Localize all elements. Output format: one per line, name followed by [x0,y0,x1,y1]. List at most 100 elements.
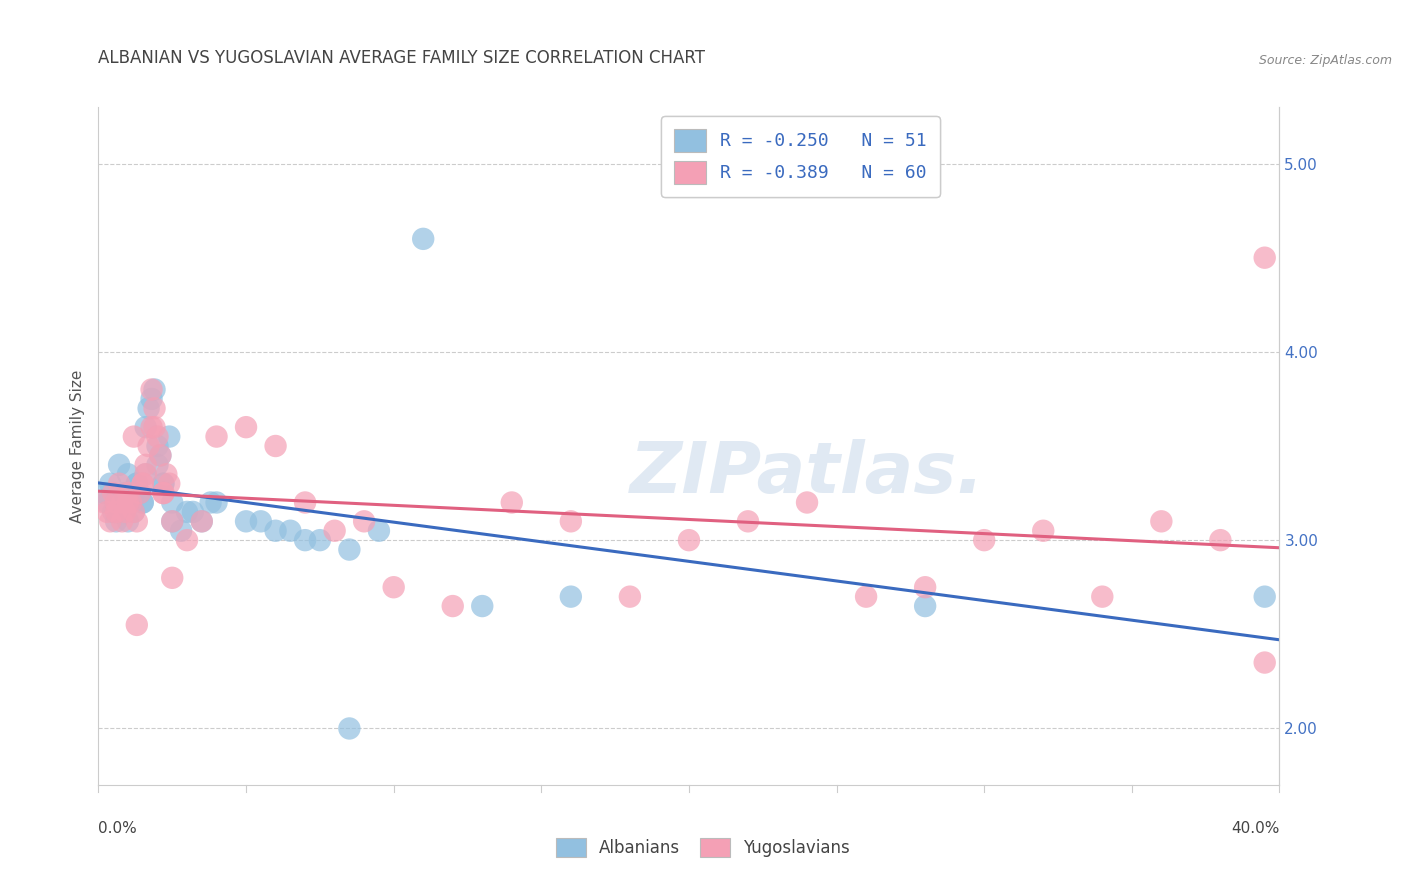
Point [120,495,142,509]
Point [135,420,157,434]
Point [191,514,214,528]
Legend: Albanians, Yugoslavians: Albanians, Yugoslavians [547,830,859,866]
Text: Source: ZipAtlas.com: Source: ZipAtlas.com [1258,54,1392,67]
Point [162,514,184,528]
Point [128,486,150,500]
Text: ZIPatlas.: ZIPatlas. [630,439,984,508]
Point [143,401,166,416]
Point [235,420,257,434]
Point [114,505,136,519]
Point [138,401,160,416]
Point [1254,251,1277,265]
Point [146,429,169,443]
Point [108,458,131,472]
Point [122,505,145,519]
Point [117,486,139,500]
Point [560,514,582,528]
Text: 40.0%: 40.0% [1232,821,1279,836]
Point [117,467,139,482]
Point [162,571,184,585]
Point [235,514,257,528]
Point [135,467,157,482]
Point [114,486,136,500]
Legend: R = -0.250   N = 51, R = -0.389   N = 60: R = -0.250 N = 51, R = -0.389 N = 60 [661,116,939,197]
Point [117,495,139,509]
Point [914,599,936,613]
Point [353,514,375,528]
Point [138,439,160,453]
Point [103,486,125,500]
Point [96,505,118,519]
Point [162,495,184,509]
Point [125,476,148,491]
Point [141,392,163,406]
Point [368,524,391,538]
Point [157,476,180,491]
Point [128,486,150,500]
Point [441,599,464,613]
Point [117,514,139,528]
Point [103,505,125,519]
Point [205,429,228,443]
Point [111,514,134,528]
Point [152,486,174,500]
Point [122,505,145,519]
Point [162,514,184,528]
Point [152,486,174,500]
Point [412,232,434,246]
Point [1150,514,1173,528]
Point [855,590,877,604]
Point [143,383,166,397]
Point [122,429,145,443]
Point [973,533,995,548]
Text: ALBANIAN VS YUGOSLAVIAN AVERAGE FAMILY SIZE CORRELATION CHART: ALBANIAN VS YUGOSLAVIAN AVERAGE FAMILY S… [98,49,706,67]
Point [170,524,193,538]
Point [105,505,128,519]
Point [135,458,157,472]
Point [382,580,405,594]
Point [914,580,936,594]
Point [152,476,174,491]
Point [149,449,172,463]
Point [98,514,121,528]
Point [105,514,128,528]
Point [1254,590,1277,604]
Point [146,458,169,472]
Point [264,524,287,538]
Point [176,533,198,548]
Point [132,495,155,509]
Point [141,383,163,397]
Point [111,495,134,509]
Point [98,476,121,491]
Point [149,449,172,463]
Point [339,542,361,557]
Point [1209,533,1232,548]
Point [1254,656,1277,670]
Point [323,524,346,538]
Point [141,420,163,434]
Point [105,495,128,509]
Point [132,476,155,491]
Point [309,533,332,548]
Point [176,505,198,519]
Point [132,476,155,491]
Point [1032,524,1054,538]
Point [108,476,131,491]
Point [678,533,700,548]
Point [1091,590,1114,604]
Point [96,495,118,509]
Point [111,495,134,509]
Point [152,476,174,491]
Point [294,533,316,548]
Point [135,467,157,482]
Point [155,467,177,482]
Point [181,505,204,519]
Point [200,495,222,509]
Point [339,722,361,736]
Point [125,476,148,491]
Point [501,495,523,509]
Point [619,590,641,604]
Point [250,514,273,528]
Point [796,495,818,509]
Point [737,514,759,528]
